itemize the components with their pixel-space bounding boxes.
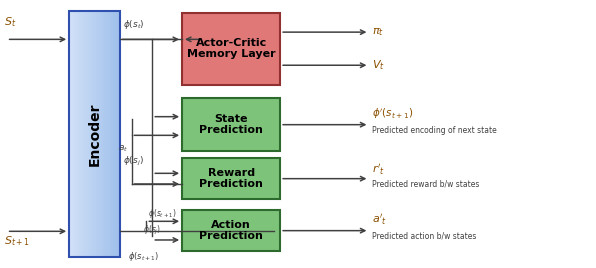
Bar: [182, 98, 280, 151]
Bar: [69, 11, 71, 257]
Bar: [110, 11, 111, 257]
Bar: [100, 11, 101, 257]
Text: $V_t$: $V_t$: [372, 58, 385, 72]
Text: $\phi(s_t)$: $\phi(s_t)$: [123, 18, 144, 31]
Text: S$_t$: S$_t$: [4, 15, 16, 29]
Bar: [91, 11, 92, 257]
Bar: [78, 11, 80, 257]
Bar: [111, 11, 113, 257]
Bar: [119, 11, 120, 257]
Bar: [182, 13, 280, 85]
Bar: [95, 11, 98, 257]
Bar: [107, 11, 109, 257]
Text: $\phi(s_{t+1})$: $\phi(s_{t+1})$: [128, 250, 159, 263]
Bar: [89, 11, 91, 257]
Bar: [117, 11, 119, 257]
Text: Predicted encoding of next state: Predicted encoding of next state: [372, 125, 497, 135]
Bar: [83, 11, 85, 257]
Text: $\phi(s_j)$: $\phi(s_j)$: [144, 224, 162, 237]
Text: $\phi(s_{t+1})$: $\phi(s_{t+1})$: [148, 207, 176, 220]
Bar: [182, 210, 280, 251]
Bar: [72, 11, 73, 257]
Bar: [69, 11, 120, 257]
Bar: [94, 11, 96, 257]
Bar: [114, 11, 116, 257]
Bar: [112, 11, 114, 257]
Text: S$_{t+1}$: S$_{t+1}$: [4, 234, 30, 248]
Text: Action
Prediction: Action Prediction: [199, 220, 263, 241]
Bar: [87, 11, 89, 257]
Text: $\pi_t$: $\pi_t$: [372, 26, 384, 38]
Text: Encoder: Encoder: [88, 102, 101, 166]
Text: $a'_t$: $a'_t$: [372, 213, 387, 227]
Text: $\phi'(s_{t+1})$: $\phi'(s_{t+1})$: [372, 107, 414, 121]
Bar: [79, 11, 81, 257]
Text: Predicted reward b/w states: Predicted reward b/w states: [372, 180, 480, 188]
Bar: [75, 11, 77, 257]
Text: $\phi(s_j)$: $\phi(s_j)$: [123, 155, 144, 168]
Bar: [82, 11, 83, 257]
Bar: [116, 11, 117, 257]
Bar: [113, 11, 115, 257]
Text: Reward
Prediction: Reward Prediction: [199, 168, 263, 189]
Text: Actor-Critic
Memory Layer: Actor-Critic Memory Layer: [187, 38, 275, 59]
Bar: [88, 11, 90, 257]
Bar: [103, 11, 105, 257]
Text: Predicted action b/w states: Predicted action b/w states: [372, 232, 477, 240]
Bar: [182, 158, 280, 199]
Bar: [97, 11, 99, 257]
Bar: [70, 11, 72, 257]
Bar: [108, 11, 110, 257]
Text: $r'_t$: $r'_t$: [372, 162, 386, 177]
Bar: [74, 11, 76, 257]
Bar: [105, 11, 107, 257]
Text: $a_t$: $a_t$: [119, 143, 129, 154]
Bar: [92, 11, 94, 257]
Bar: [73, 11, 74, 257]
Bar: [85, 11, 88, 257]
Text: State
Prediction: State Prediction: [199, 114, 263, 135]
Bar: [84, 11, 86, 257]
Bar: [104, 11, 106, 257]
Bar: [77, 11, 79, 257]
Bar: [80, 11, 82, 257]
Bar: [93, 11, 95, 257]
Bar: [102, 11, 104, 257]
Bar: [101, 11, 103, 257]
Bar: [98, 11, 100, 257]
